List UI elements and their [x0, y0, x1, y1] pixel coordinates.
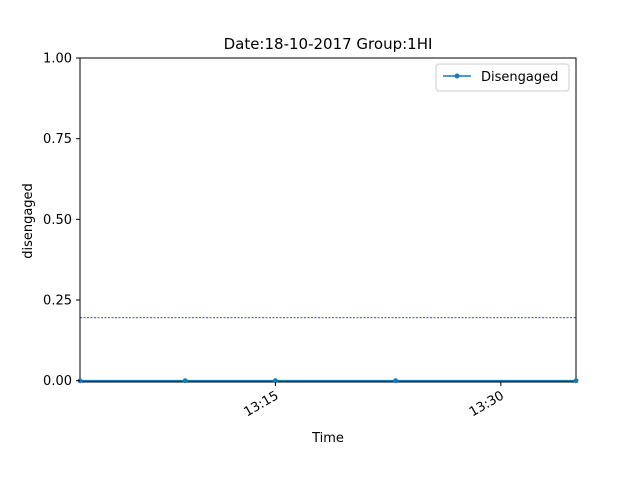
chart-title: Date:18-10-2017 Group:1HI: [224, 35, 433, 53]
y-tick-label: 0.00: [43, 374, 72, 389]
x-axis-label: Time: [311, 431, 344, 446]
plot-frame: [79, 57, 577, 383]
legend-entry-disengaged: Disengaged: [481, 70, 558, 85]
y-axis-ticks: 0.00 0.25 0.50 0.75 1.00: [43, 52, 80, 389]
y-tick-label: 0.25: [43, 294, 72, 309]
y-tick-label: 1.00: [43, 52, 72, 67]
data-point: [573, 378, 579, 384]
series-layer: [77, 378, 579, 384]
legend-box: [435, 63, 570, 92]
y-tick-label: 0.75: [43, 132, 72, 147]
legend-marker-swatch: [454, 73, 460, 79]
plot-area: [79, 57, 577, 383]
data-point: [272, 378, 278, 384]
y-axis-label: disengaged: [21, 183, 36, 259]
data-point: [393, 378, 399, 384]
x-tick-label: 13:15: [241, 388, 281, 420]
legend: Disengaged: [435, 63, 570, 92]
x-tick-label: 13:30: [467, 388, 507, 420]
data-point: [182, 378, 188, 384]
y-tick-label: 0.50: [43, 213, 72, 228]
x-axis-ticks: 13:15 13:30: [241, 382, 507, 420]
